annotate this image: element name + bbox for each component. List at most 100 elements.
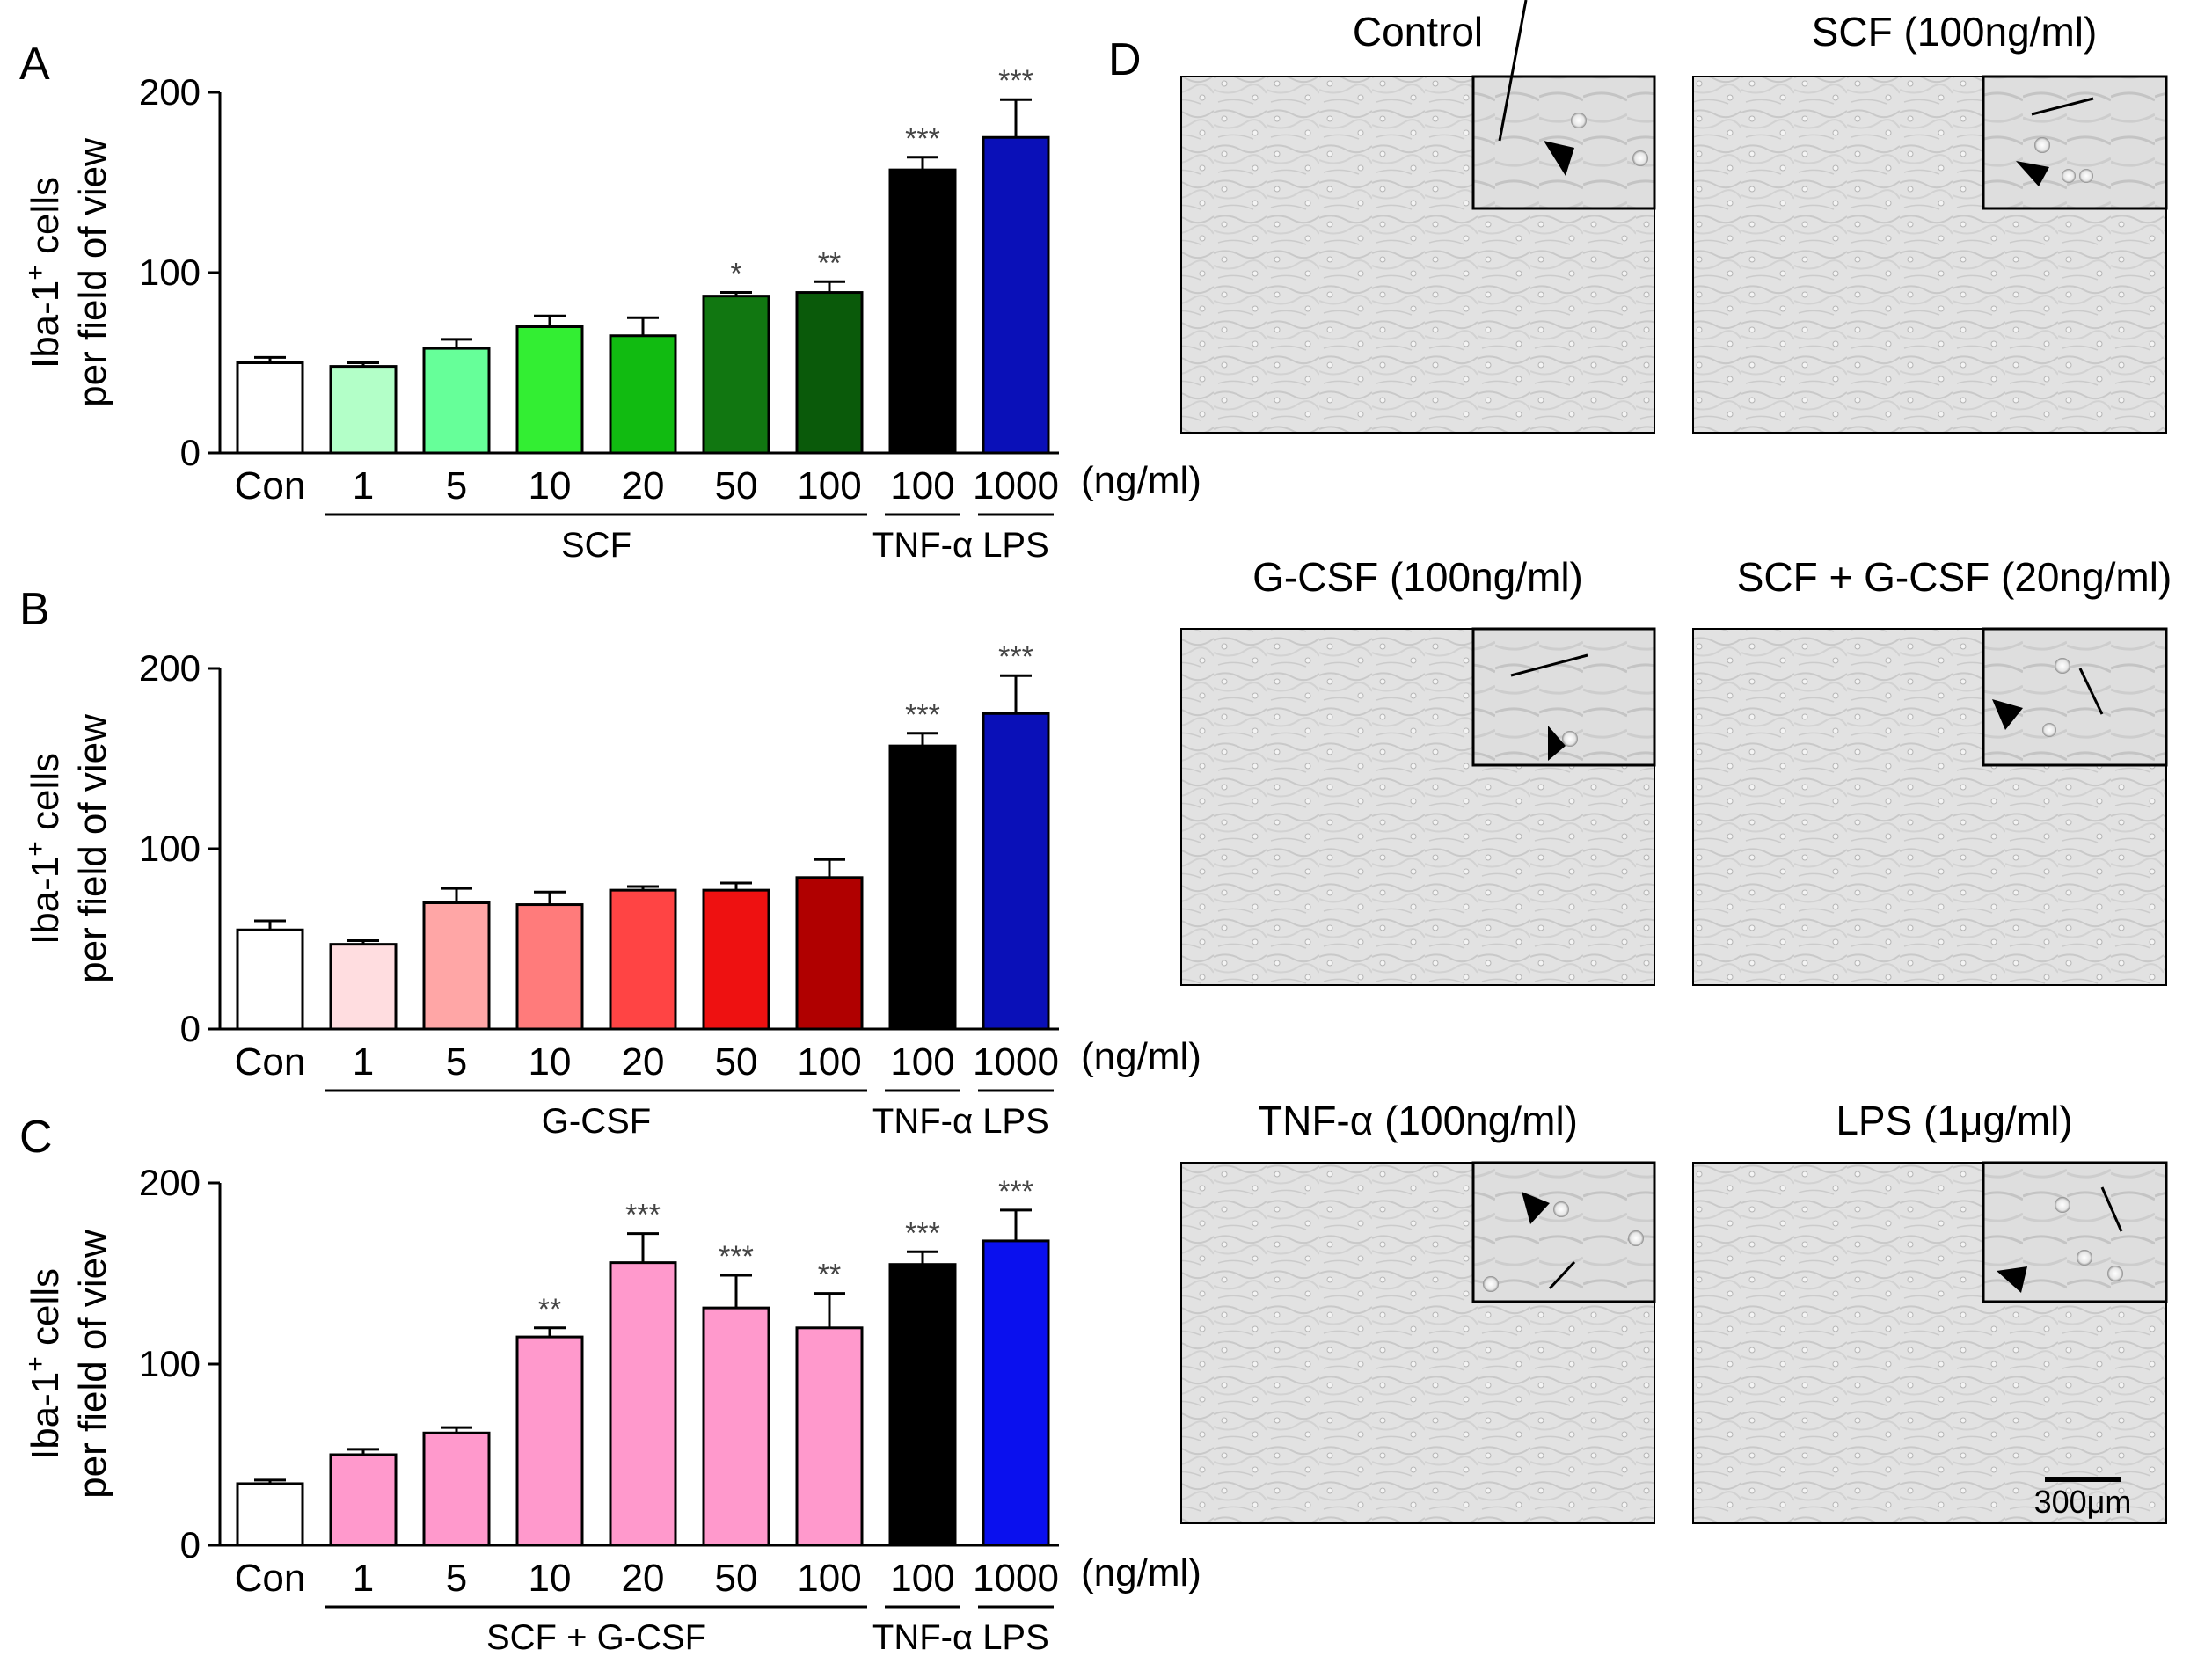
significance-label: ***	[998, 64, 1033, 98]
inset-zoom	[1982, 75, 2168, 210]
micrograph-lps: 300μm	[1692, 1161, 2168, 1524]
bar	[982, 1239, 1050, 1547]
panel-letter-c: C	[19, 1112, 53, 1163]
chart-c: 0 100 200 Iba-1+ cells per field of view Con 1…	[21, 1162, 1201, 1657]
bar	[609, 1261, 677, 1547]
bar	[515, 325, 584, 455]
arrow-icon	[2031, 97, 2094, 116]
bar	[888, 744, 957, 1031]
group-label: SCF + G-CSF	[486, 1618, 706, 1657]
bar	[888, 1263, 957, 1547]
y-axis-label-line2: per field of view	[71, 1230, 114, 1499]
bar	[609, 334, 677, 455]
y-tick-label: 200	[139, 647, 201, 689]
micrograph-control	[1180, 0, 1656, 434]
group-label: TNF-α	[872, 526, 973, 565]
y-tick-label: 100	[139, 1343, 201, 1384]
y-axis-label: Iba-1+ cells	[21, 1268, 67, 1460]
category-label: 50	[715, 1040, 758, 1084]
bar	[329, 943, 398, 1031]
arrow-icon	[2100, 1186, 2123, 1232]
micrograph-title-scf-gcsf: SCF + G-CSF (20ng/ml)	[1737, 554, 2172, 600]
panel-letter-b: B	[19, 584, 50, 635]
bar	[422, 347, 491, 455]
group-label: LPS	[982, 1618, 1049, 1657]
arrowhead-marker-icon	[1997, 1266, 2027, 1293]
bar	[982, 712, 1050, 1031]
category-label: 1000	[973, 1557, 1059, 1600]
arrow-icon	[2078, 668, 2104, 715]
group-label: SCF	[561, 526, 631, 565]
category-label: 50	[715, 1557, 758, 1600]
scale-bar-label: 300μm	[2034, 1484, 2132, 1520]
significance-label: ***	[719, 1240, 754, 1274]
bar	[329, 1453, 398, 1547]
micrograph-title-lps: LPS (1μg/ml)	[1836, 1098, 2072, 1143]
bar	[422, 1431, 491, 1547]
category-label: 10	[529, 1557, 572, 1600]
micrograph-scf-gcsf	[1692, 627, 2168, 986]
significance-label: **	[538, 1293, 561, 1326]
significance-label: ***	[905, 122, 940, 156]
significance-label: ***	[905, 698, 940, 732]
micrograph-title-tnf: TNF-α (100ng/ml)	[1258, 1098, 1578, 1143]
units-label: (ng/ml)	[1081, 1035, 1201, 1078]
y-tick-label: 100	[139, 828, 201, 869]
category-label: 10	[529, 464, 572, 507]
category-label: 100	[797, 464, 861, 507]
bar	[609, 888, 677, 1031]
category-label: 100	[797, 1040, 861, 1084]
units-label: (ng/ml)	[1081, 1551, 1201, 1595]
micrograph-tnf	[1180, 1161, 1656, 1524]
panel-letter-d: D	[1108, 34, 1142, 85]
significance-label: ***	[625, 1199, 661, 1232]
chart-a: 0 100 200 Iba-1+ cells per field of view Con 1…	[21, 64, 1201, 565]
category-label: 20	[622, 1557, 665, 1600]
y-tick-label: 0	[180, 432, 201, 473]
arrowhead-marker-icon	[1544, 141, 1574, 176]
category-label: 100	[890, 464, 954, 507]
significance-label: **	[818, 246, 841, 280]
bar	[422, 901, 491, 1031]
bar	[795, 291, 864, 455]
panel-letter-a: A	[19, 39, 50, 90]
category-label: 100	[890, 1040, 954, 1084]
significance-label: ***	[998, 1175, 1033, 1208]
micrograph-gcsf	[1180, 627, 1656, 986]
bar	[702, 1306, 770, 1547]
category-label: 1000	[973, 1040, 1059, 1084]
category-label: 5	[446, 464, 467, 507]
y-tick-label: 200	[139, 71, 201, 113]
group-label: TNF-α	[872, 1618, 973, 1657]
significance-label: **	[818, 1259, 841, 1292]
bar	[888, 168, 957, 455]
bar	[702, 295, 770, 455]
micrograph-title-scf: SCF (100ng/ml)	[1812, 9, 2098, 55]
micrograph-title-control: Control	[1353, 9, 1483, 55]
category-label: 1	[353, 464, 374, 507]
category-label: 5	[446, 1557, 467, 1600]
category-label: Con	[235, 1040, 306, 1084]
micrograph-grid: Control SCF (100ng/ml) G-CSF (100ng/ml) …	[1180, 0, 2172, 1524]
category-label: 1	[353, 1557, 374, 1600]
bar	[236, 361, 304, 455]
group-label: LPS	[982, 526, 1049, 565]
chart-b: 0 100 200 Iba-1+ cells per field of view Con 1…	[21, 640, 1201, 1141]
category-label: Con	[235, 464, 306, 507]
group-label: TNF-α	[872, 1102, 973, 1141]
y-axis-label-line2: per field of view	[71, 138, 114, 407]
y-axis-label: Iba-1+ cells	[21, 753, 67, 945]
significance-label: ***	[905, 1216, 940, 1250]
significance-label: *	[730, 258, 741, 291]
category-label: 100	[797, 1557, 861, 1600]
group-label: LPS	[982, 1102, 1049, 1141]
arrowhead-marker-icon	[1992, 699, 2023, 730]
bar	[795, 1326, 864, 1547]
category-label: Con	[235, 1557, 306, 1600]
category-label: 1	[353, 1040, 374, 1084]
y-tick-label: 0	[180, 1008, 201, 1049]
category-label: 1000	[973, 464, 1059, 507]
arrow-icon	[1548, 1260, 1576, 1290]
